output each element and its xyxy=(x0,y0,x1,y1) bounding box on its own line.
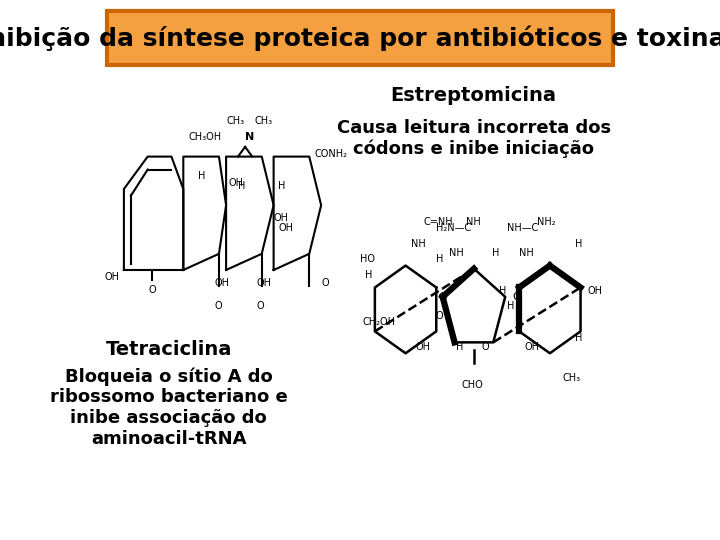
Text: Inibição da síntese proteica por antibióticos e toxinas: Inibição da síntese proteica por antibió… xyxy=(0,25,720,51)
Text: Tetraciclina: Tetraciclina xyxy=(106,340,232,359)
FancyBboxPatch shape xyxy=(107,11,613,65)
Text: Estreptomicina: Estreptomicina xyxy=(391,86,557,105)
Text: Causa leitura incorreta dos
códons e inibe iniciação: Causa leitura incorreta dos códons e ini… xyxy=(336,119,611,158)
Text: Bloqueia o sítio A do
ribossomo bacteriano e
inibe associação do
aminoacil-tRNA: Bloqueia o sítio A do ribossomo bacteria… xyxy=(50,367,288,448)
